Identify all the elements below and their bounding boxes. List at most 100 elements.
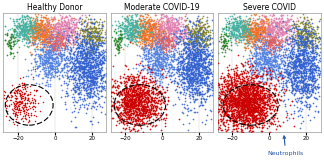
Point <box>133 20 138 23</box>
Point <box>226 28 231 31</box>
Point <box>264 48 269 51</box>
Point <box>153 80 158 82</box>
Point <box>289 35 295 37</box>
Point <box>77 91 83 93</box>
Point <box>111 106 116 109</box>
Point <box>204 86 209 89</box>
Point <box>62 59 67 62</box>
Point <box>304 39 309 42</box>
Point <box>156 31 161 34</box>
Point <box>90 64 95 67</box>
Point <box>185 36 190 39</box>
Point <box>240 97 246 100</box>
Point <box>299 39 304 42</box>
Point <box>29 73 34 76</box>
Point <box>191 40 196 43</box>
Point <box>265 44 271 47</box>
Point <box>242 119 248 121</box>
Point <box>271 116 276 118</box>
Point <box>133 98 138 101</box>
Point <box>190 58 195 61</box>
Point <box>248 112 253 115</box>
Point <box>45 23 50 25</box>
Point <box>243 93 248 95</box>
Point <box>77 98 83 100</box>
Point <box>95 38 100 40</box>
Point <box>127 104 133 107</box>
Point <box>187 76 192 79</box>
Point <box>183 76 188 78</box>
Point <box>270 29 275 31</box>
Point <box>44 29 50 31</box>
Point <box>197 51 202 53</box>
Point <box>131 25 136 27</box>
Point <box>52 36 58 39</box>
Point <box>245 119 250 121</box>
Point <box>8 41 13 44</box>
Point <box>153 72 158 75</box>
Point <box>244 126 249 128</box>
Point <box>36 29 41 32</box>
Point <box>134 24 140 27</box>
Point <box>260 108 265 111</box>
Point <box>269 67 274 69</box>
Point <box>66 24 71 27</box>
Point <box>261 97 266 100</box>
Point <box>93 77 98 80</box>
Point <box>265 98 271 100</box>
Point <box>293 80 298 82</box>
Point <box>156 60 161 62</box>
Point <box>287 30 293 33</box>
Point <box>131 24 136 27</box>
Point <box>58 62 63 65</box>
Point <box>157 44 162 47</box>
Point <box>262 115 267 117</box>
Point <box>159 73 164 76</box>
Point <box>35 34 40 37</box>
Point <box>195 40 201 43</box>
Point <box>178 91 183 93</box>
Point <box>255 108 260 111</box>
Point <box>257 98 262 100</box>
Point <box>129 101 134 104</box>
Point <box>59 15 64 18</box>
Point <box>175 29 180 31</box>
Point <box>115 45 121 48</box>
Point <box>153 48 158 51</box>
Point <box>31 29 36 32</box>
Point <box>263 53 269 55</box>
Point <box>45 25 50 28</box>
Point <box>57 38 62 40</box>
Point <box>171 20 176 23</box>
Point <box>33 29 39 31</box>
Point <box>304 93 309 96</box>
Point <box>88 79 94 82</box>
Point <box>230 124 236 127</box>
Point <box>29 31 34 34</box>
Point <box>313 45 318 48</box>
Point <box>276 29 281 32</box>
Point <box>77 96 82 99</box>
Point <box>191 55 196 58</box>
Point <box>117 36 122 38</box>
Point <box>89 53 94 56</box>
Point <box>302 22 307 24</box>
Point <box>220 27 226 30</box>
Point <box>193 39 199 41</box>
Point <box>134 28 139 31</box>
Point <box>88 64 93 66</box>
Point <box>162 43 168 46</box>
Point <box>272 41 277 44</box>
Point <box>127 110 133 112</box>
Point <box>300 23 306 26</box>
Point <box>192 64 197 67</box>
Point <box>226 104 231 107</box>
Point <box>146 39 151 41</box>
Point <box>95 92 100 94</box>
Point <box>128 15 133 18</box>
Point <box>131 25 136 28</box>
Point <box>300 57 305 60</box>
Point <box>123 103 129 105</box>
Point <box>169 23 174 26</box>
Point <box>140 31 145 34</box>
